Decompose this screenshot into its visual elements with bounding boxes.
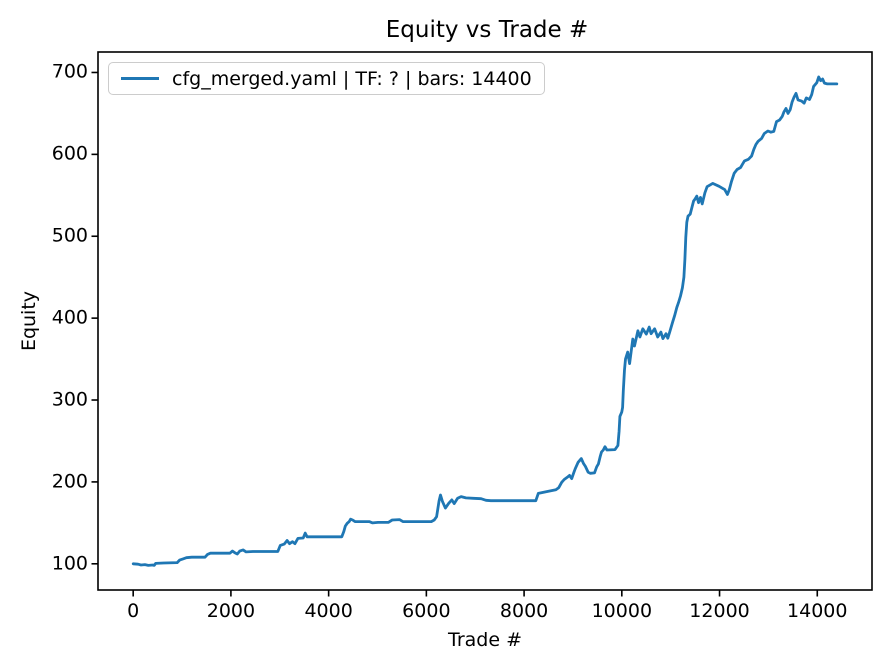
chart-title: Equity vs Trade # <box>385 17 589 43</box>
x-tick-label: 12000 <box>689 600 750 622</box>
y-tick-label: 100 <box>51 552 88 575</box>
series-line <box>131 75 839 567</box>
y-tick-label: 700 <box>51 60 88 83</box>
y-tick-label: 500 <box>51 224 88 247</box>
axes-spines <box>97 51 873 591</box>
x-tick-label: 0 <box>127 600 140 622</box>
legend-line-sample <box>121 76 159 81</box>
y-tick-label: 300 <box>51 388 88 411</box>
x-tick-label: 6000 <box>402 600 451 622</box>
x-tick-label: 2000 <box>206 600 256 622</box>
x-tick-label: 10000 <box>591 600 653 622</box>
x-tick-label: 8000 <box>499 600 549 622</box>
legend-label: cfg_merged.yaml | TF: ? | bars: 14400 <box>172 67 532 90</box>
legend: cfg_merged.yaml | TF: ? | bars: 14400 <box>108 62 545 95</box>
y-tick-label: 600 <box>51 142 88 165</box>
x-axis-label: Trade # <box>448 629 522 651</box>
x-tick-label: 14000 <box>787 600 848 622</box>
y-tick-label: 200 <box>51 470 88 493</box>
y-tick-label: 400 <box>51 306 88 329</box>
x-tick-label: 4000 <box>304 600 353 622</box>
